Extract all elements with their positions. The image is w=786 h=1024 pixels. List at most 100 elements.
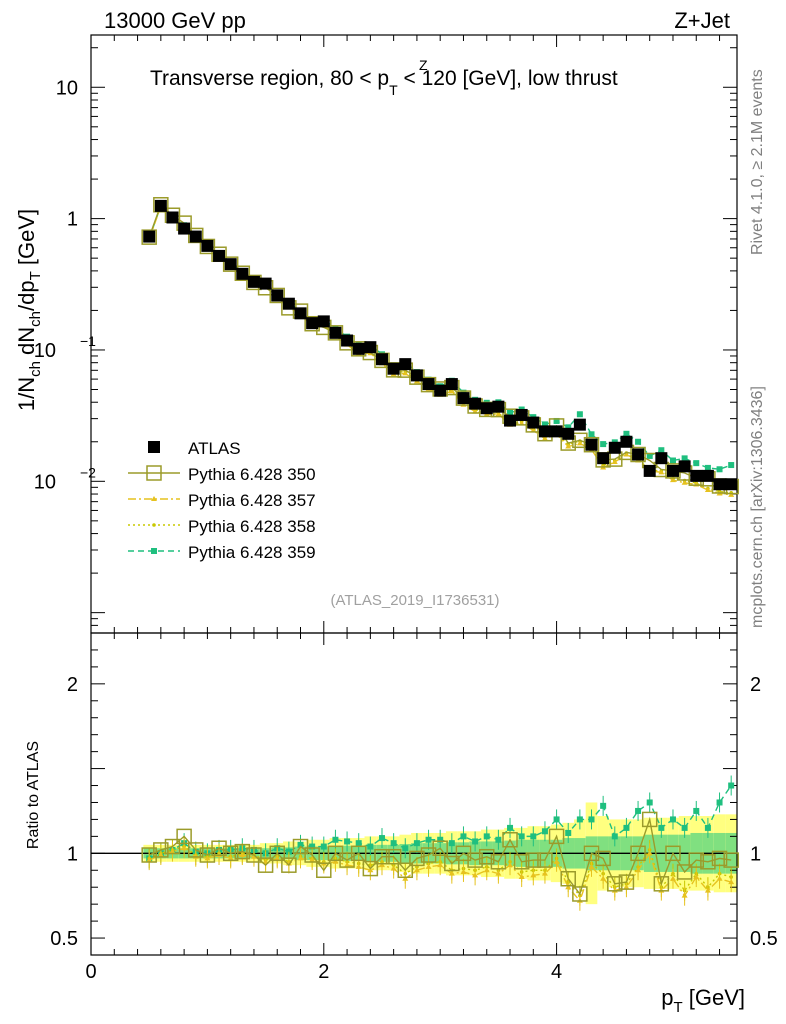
series-point-ratio xyxy=(378,862,385,868)
series-point-main xyxy=(716,466,723,473)
series-point-ratio xyxy=(490,854,507,870)
analysis-label: (ATLAS_2019_I1736531) xyxy=(330,592,499,609)
series-point-ratio xyxy=(472,872,479,878)
series-point-ratio xyxy=(576,816,583,823)
legend-marker xyxy=(146,465,162,481)
series-point-ratio xyxy=(153,842,169,858)
atlas-point xyxy=(434,384,447,397)
series-point-ratio xyxy=(611,833,618,840)
series-point-ratio xyxy=(234,843,251,860)
series-point-ratio xyxy=(553,858,560,864)
series-point-ratio xyxy=(309,857,316,863)
series-point-main xyxy=(630,446,646,463)
x-tick-label: 2 xyxy=(318,961,329,983)
series-point-main xyxy=(728,462,735,469)
series-point-main xyxy=(728,491,735,497)
atlas-point xyxy=(655,452,668,465)
atlas-point xyxy=(201,239,214,252)
main-y-axis-label: 1/Nch dNch/dpT [GeV] xyxy=(14,209,44,411)
legend-label: Pythia 6.428 357 xyxy=(188,491,316,510)
atlas-point xyxy=(154,199,167,212)
series-point-ratio xyxy=(530,872,537,878)
atlas-point xyxy=(469,397,482,410)
series-point-main xyxy=(507,409,514,416)
series-point-ratio xyxy=(635,807,642,814)
series-point-ratio xyxy=(588,863,595,869)
series-point-ratio xyxy=(630,845,646,862)
series-point-ratio xyxy=(297,855,304,861)
series-point-ratio xyxy=(553,816,560,823)
series-point-ratio xyxy=(583,845,600,862)
series-point-ratio xyxy=(367,867,374,873)
series-point-ratio xyxy=(320,843,327,850)
title-post: < 120 [GeV], low thrust xyxy=(398,67,618,90)
series-point-ratio xyxy=(665,845,681,862)
atlas-point xyxy=(410,369,423,382)
series-point-ratio xyxy=(565,829,572,836)
legend: ATLAS Pythia 6.428 350 Pythia 6.428 357 Pyt… xyxy=(128,439,316,562)
energy-label: 13000 GeV pp xyxy=(104,8,246,33)
atlas-point xyxy=(492,400,505,413)
series-point-ratio xyxy=(460,868,467,874)
series-line-ratio xyxy=(148,816,732,896)
atlas-point xyxy=(620,435,633,448)
series-point-ratio xyxy=(572,886,588,902)
main-series-group xyxy=(141,197,739,497)
series-point-ratio xyxy=(518,874,525,880)
atlas-point xyxy=(445,378,458,391)
ratio-series-group xyxy=(141,775,739,911)
series-point-ratio xyxy=(402,845,409,852)
series-point-ratio xyxy=(385,848,402,865)
legend-label: Pythia 6.428 359 xyxy=(188,543,316,562)
series-point-main xyxy=(588,431,595,438)
series-point-ratio xyxy=(413,840,420,847)
atlas-point xyxy=(573,418,586,431)
series-point-ratio xyxy=(541,828,548,835)
atlas-point xyxy=(387,362,400,375)
series-point-ratio xyxy=(239,852,246,858)
series-point-ratio xyxy=(344,838,351,845)
series-point-ratio xyxy=(390,840,397,847)
series-point-ratio xyxy=(669,875,676,881)
series-point-ratio xyxy=(728,782,735,789)
rivet-label: Rivet 4.1.0, ≥ 2.1M events xyxy=(749,69,766,255)
series-point-ratio xyxy=(704,824,711,831)
atlas-point xyxy=(236,267,249,280)
ratio-y-tick-label: 2 xyxy=(67,674,78,696)
series-point-main xyxy=(448,388,455,394)
ratio-y-tick-label: 0.5 xyxy=(50,928,78,950)
series-point-ratio xyxy=(623,884,630,890)
atlas-point xyxy=(725,478,738,491)
series-point-ratio xyxy=(711,850,728,867)
series-point-ratio xyxy=(332,858,339,864)
legend-atlas-label: ATLAS xyxy=(188,439,241,458)
series-point-main xyxy=(658,447,665,454)
series-point-ratio xyxy=(693,874,700,880)
series-point-ratio xyxy=(169,848,176,854)
main-panel: 10 1 10 −1 10 −2 Transverse region, 80 < pT <… xyxy=(14,34,739,634)
ratio-y-axis: 2 2 1 1 0.5 0.5 xyxy=(50,649,778,950)
series-point-ratio xyxy=(507,824,514,831)
series-point-ratio xyxy=(257,857,274,873)
series-point-ratio xyxy=(141,847,157,863)
ratio-y-axis-label: Ratio to ATLAS xyxy=(25,741,42,849)
series-point-ratio xyxy=(425,863,432,869)
atlas-point xyxy=(701,469,714,482)
series-point-ratio xyxy=(600,875,607,881)
series-point-ratio xyxy=(204,855,211,861)
series-point-main xyxy=(222,256,239,272)
atlas-point xyxy=(329,326,342,339)
atlas-point xyxy=(143,230,156,243)
series-point-main xyxy=(681,479,688,485)
atlas-point xyxy=(352,342,365,355)
x-tick-label: 4 xyxy=(551,961,562,983)
series-point-ratio xyxy=(227,855,234,861)
series-point-ratio xyxy=(618,874,635,890)
series-point-ratio xyxy=(467,852,483,868)
series-point-ratio xyxy=(716,875,723,881)
series-point-main xyxy=(495,410,502,416)
ratio-y-tick-label: 1 xyxy=(67,843,78,865)
series-point-ratio xyxy=(378,835,385,842)
series-point-ratio xyxy=(285,848,292,855)
